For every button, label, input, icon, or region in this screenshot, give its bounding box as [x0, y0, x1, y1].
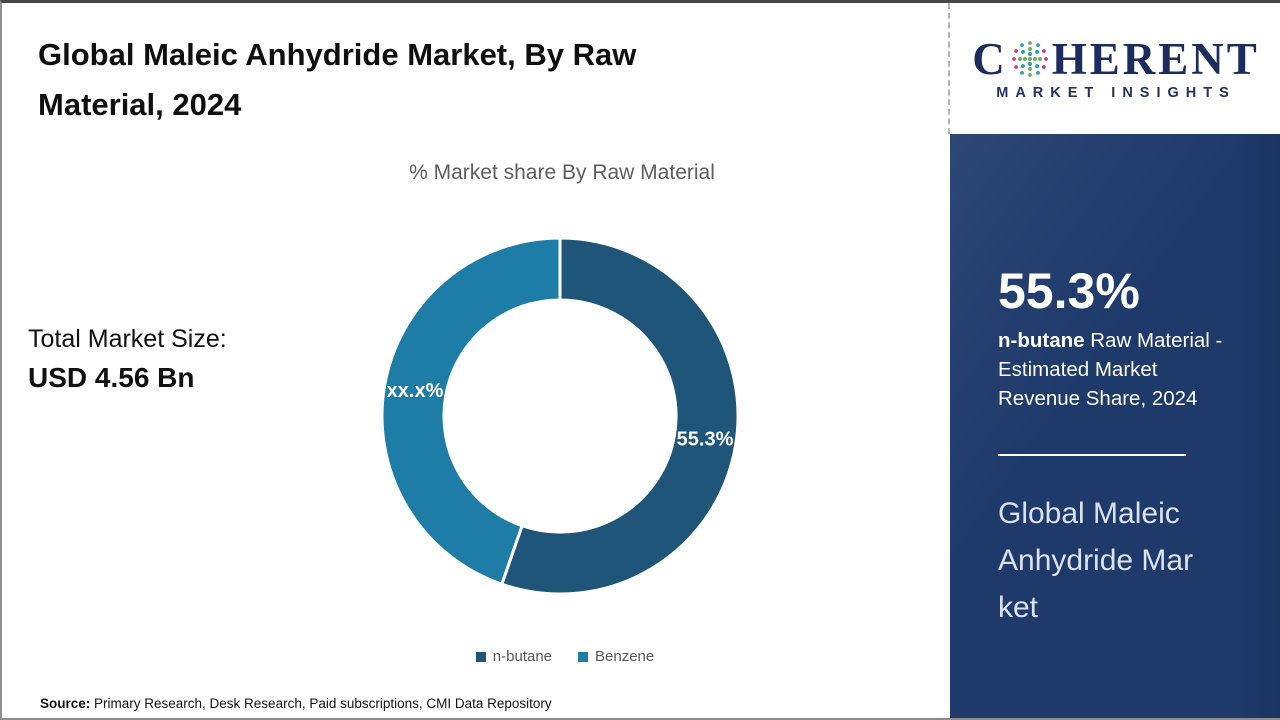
- donut-slice-label-Benzene: xx.x%: [387, 380, 444, 402]
- legend-swatch-benzene-icon: [578, 651, 588, 662]
- legend-label-benzene: Benzene: [595, 648, 655, 665]
- page-title: Global Maleic Anhydride Market, By Raw M…: [38, 30, 768, 130]
- donut-slice-Benzene: [380, 236, 562, 587]
- highlight-stat-category: n-butane: [998, 329, 1085, 352]
- legend-label-n-butane: n-butane: [492, 648, 552, 665]
- legend-swatch-n-butane-icon: [475, 651, 486, 662]
- donut-slice-label-n-butane: 55.3%: [677, 429, 734, 451]
- highlight-stat-desc-line1: Raw Material -: [1084, 329, 1223, 352]
- panel-divider: [998, 454, 1186, 456]
- page-title-line-1: Global Maleic Anhydride Market, By Raw: [38, 37, 637, 72]
- total-market-size-value: USD 4.56 Bn: [28, 362, 195, 393]
- panel-report-title-line-2: Anhydride Mar: [998, 544, 1194, 577]
- highlight-stat-desc-line3: Revenue Share, 2024: [998, 387, 1198, 410]
- page-title-line-2: Material, 2024: [38, 87, 242, 122]
- highlight-stat-desc-line2: Estimated Market: [998, 358, 1158, 381]
- highlight-stat-description: n-butane Raw Material - Estimated Market…: [998, 326, 1222, 413]
- donut-chart-svg: 55.3% xx.x%: [380, 236, 740, 596]
- donut-chart: 55.3% xx.x%: [375, 231, 745, 601]
- chart-title: % Market share By Raw Material: [409, 161, 715, 184]
- globe-dots-icon: [1011, 41, 1048, 77]
- highlight-panel: 55.3% n-butane Raw Material - Estimated …: [950, 134, 1280, 718]
- highlight-stat-value: 55.3%: [998, 263, 1140, 319]
- brand-subtitle: MARKET INSIGHTS: [996, 84, 1236, 101]
- source-label: Source:: [40, 696, 91, 711]
- brand-logo-area: C HERENT M: [948, 3, 1280, 134]
- brand-letter-c: C: [972, 33, 1008, 84]
- panel-report-title-line-1: Global Maleic: [998, 497, 1180, 530]
- panel-report-title-line-3: ket: [998, 591, 1039, 624]
- brand-letters-rest: HERENT: [1051, 33, 1260, 84]
- donut-slice-n-butane: [499, 236, 740, 596]
- brand-logo: C HERENT: [972, 33, 1260, 84]
- source-text: Primary Research, Desk Research, Paid su…: [90, 696, 552, 711]
- panel-report-title: Global Maleic Anhydride Mar ket: [998, 490, 1193, 631]
- total-market-size-label: Total Market Size:: [28, 325, 227, 353]
- chart-legend: n-butane Benzene: [382, 648, 748, 665]
- legend-item-benzene: Benzene: [578, 648, 654, 665]
- total-market-size: Total Market Size: USD 4.56 Bn: [28, 325, 227, 394]
- source-line: Source: Primary Research, Desk Research,…: [40, 696, 552, 711]
- legend-item-n-butane: n-butane: [475, 648, 552, 665]
